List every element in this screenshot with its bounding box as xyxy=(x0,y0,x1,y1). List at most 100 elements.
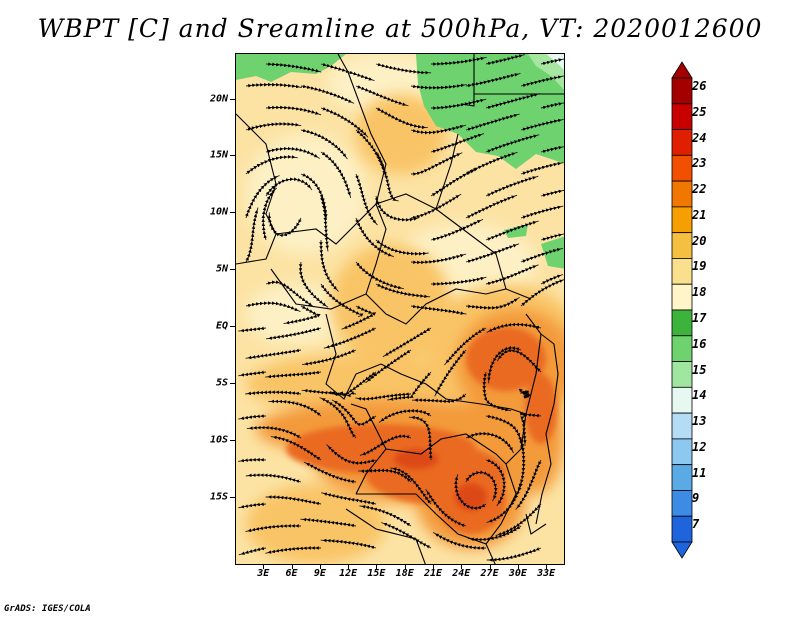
border-line xyxy=(485,313,542,545)
streamline xyxy=(465,243,520,264)
streamline xyxy=(540,189,564,198)
streamline xyxy=(238,414,267,420)
lat-tick xyxy=(230,496,235,498)
streamline xyxy=(245,122,302,132)
colorbar-swatch xyxy=(671,129,693,156)
lon-tick xyxy=(546,564,548,569)
streamline xyxy=(465,431,514,454)
streamline xyxy=(265,146,320,159)
lon-tick xyxy=(376,564,378,569)
streamline xyxy=(375,151,399,202)
colorbar-label: 12 xyxy=(692,439,707,454)
streamline xyxy=(238,546,267,556)
streamline xyxy=(270,435,322,461)
streamline xyxy=(410,124,467,135)
streamline xyxy=(300,128,348,160)
streamline xyxy=(355,85,409,107)
streamline xyxy=(430,166,480,197)
lat-tick xyxy=(230,155,235,157)
lat-label-15s: 15S xyxy=(209,491,228,503)
border-line xyxy=(356,493,496,564)
lat-label-5n: 5N xyxy=(215,263,228,275)
streamline xyxy=(355,173,378,226)
streamline xyxy=(431,276,487,286)
streamline xyxy=(485,93,541,110)
streamline xyxy=(465,297,520,310)
colorbar-swatch xyxy=(671,206,693,234)
colorbar-label: 26 xyxy=(692,79,707,93)
lon-tick xyxy=(291,564,293,569)
country-boundaries xyxy=(236,54,564,564)
lon-label-18e: 18E xyxy=(395,568,414,579)
border-line xyxy=(385,433,507,465)
streamline xyxy=(410,152,463,176)
streamline xyxy=(520,75,564,88)
streamline xyxy=(238,457,267,463)
streamline xyxy=(381,522,432,549)
streamline xyxy=(485,54,526,66)
colorbar-swatch xyxy=(671,154,693,182)
lon-tick xyxy=(433,564,434,569)
streamline xyxy=(465,113,520,132)
streamline xyxy=(520,247,563,263)
streamline xyxy=(540,102,564,110)
colorbar-swatch xyxy=(671,232,693,259)
streamline xyxy=(261,187,278,241)
colorbar-label: 20 xyxy=(692,233,707,248)
streamline xyxy=(265,105,322,116)
streamline xyxy=(300,84,355,104)
streamline xyxy=(245,207,259,263)
colorbar-swatch xyxy=(671,412,693,440)
streamline xyxy=(411,393,467,404)
lon-tick xyxy=(263,564,265,569)
streamline xyxy=(519,411,542,447)
streamline xyxy=(268,399,322,417)
lon-label-33e: 33E xyxy=(537,568,556,579)
lon-label-12e: 12E xyxy=(339,568,358,579)
streamline xyxy=(434,349,467,397)
streamline xyxy=(323,327,377,349)
colorbar-top-arrow xyxy=(671,61,693,79)
streamline xyxy=(465,72,521,88)
colorbar-label: 19 xyxy=(692,259,707,274)
streamline xyxy=(320,538,377,550)
streamline xyxy=(425,488,467,528)
border-line xyxy=(435,133,459,210)
streamline xyxy=(486,322,542,333)
colorbar-swatch xyxy=(671,490,693,517)
streamline xyxy=(496,348,542,373)
streamline xyxy=(432,532,487,550)
lat-tick xyxy=(230,269,235,271)
streamline xyxy=(482,371,512,412)
streamline xyxy=(265,62,322,73)
streamline xyxy=(265,546,321,554)
lon-label-24e: 24E xyxy=(452,568,471,579)
streamline xyxy=(246,425,302,439)
colorbar-swatch xyxy=(671,335,693,362)
border-line xyxy=(270,203,387,310)
streamline xyxy=(410,193,462,220)
lon-label-6e: 6E xyxy=(285,568,298,579)
streamline xyxy=(374,195,420,222)
streamline xyxy=(244,175,280,219)
lat-tick xyxy=(230,326,235,328)
streamline xyxy=(359,505,412,527)
streamline xyxy=(319,397,357,439)
colorbar-swatch xyxy=(671,361,693,388)
lon-tick xyxy=(404,564,406,569)
streamline xyxy=(486,547,542,562)
streamline xyxy=(245,473,302,484)
lat-label-10s: 10S xyxy=(209,434,228,446)
lat-label-5s: 5S xyxy=(215,377,228,389)
streamline xyxy=(238,502,267,509)
lon-tick xyxy=(489,564,491,569)
streamline xyxy=(520,205,564,219)
colorbar-label: 11 xyxy=(692,465,707,480)
lon-label-21e: 21E xyxy=(423,568,443,579)
lat-label-10n: 10N xyxy=(209,206,228,218)
colorbar-swatch xyxy=(671,438,693,466)
streamline xyxy=(520,279,564,307)
streamline xyxy=(245,348,302,360)
lat-tick xyxy=(230,98,235,100)
streamlines xyxy=(238,54,564,562)
